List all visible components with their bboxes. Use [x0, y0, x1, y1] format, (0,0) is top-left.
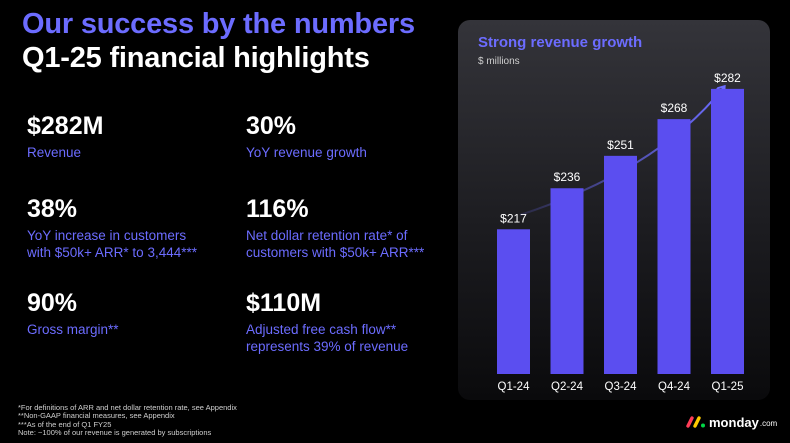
- footnote: ***As of the end of Q1 FY25: [18, 419, 112, 429]
- metric-customers-increase: 38% YoY increase in customers with $50k+ …: [27, 195, 197, 261]
- metric-description: YoY increase in customers with $50k+ ARR*…: [27, 228, 197, 260]
- logo-suffix: .com: [759, 419, 778, 428]
- page-subtitle: Q1-25 financial highlights: [22, 42, 370, 74]
- data-label: $217: [500, 211, 527, 225]
- data-label: $268: [661, 101, 688, 115]
- metric-yoy-growth: 30% YoY revenue growth: [246, 112, 367, 161]
- metric-value: 30%: [246, 112, 297, 140]
- metric-value: $110M: [246, 289, 322, 317]
- bar-q2-24: [550, 188, 584, 374]
- bar-q3-24: [604, 155, 637, 374]
- monday-logo: monday .com: [686, 412, 777, 432]
- revenue-bar-chart: $217 Q1-24 $236 Q2-24 $251 Q3-24 $268 Q4-24 $282…: [497, 71, 744, 393]
- x-tick-label: Q3-24: [605, 381, 638, 393]
- bar-q1-25: [711, 88, 744, 374]
- metric-free-cash-flow: $110M Adjusted free cash flow** represent…: [246, 289, 408, 355]
- data-label: $251: [607, 138, 634, 152]
- logo-text: monday: [709, 414, 759, 430]
- chart-panel: Strong revenue growth $ millions $217 Q1-…: [458, 20, 770, 400]
- metric-description: Adjusted free cash flow** represents 39% …: [246, 322, 409, 354]
- chart-subtitle: $ millions: [478, 56, 520, 67]
- x-tick-label: Q2-24: [551, 381, 584, 393]
- metric-revenue: $282M Revenue: [27, 112, 103, 161]
- monday-logo-icon: [686, 416, 705, 428]
- metric-description: Gross margin**: [27, 322, 119, 337]
- bar-q4-24: [657, 119, 691, 375]
- footnote: *For definitions of ARR and net dollar r…: [18, 403, 237, 412]
- bar-q1-24: [497, 229, 530, 374]
- metric-gross-margin: 90% Gross margin**: [27, 289, 119, 338]
- metric-value: 38%: [27, 195, 78, 223]
- metric-description: Net dollar retention rate* of customers w…: [246, 228, 425, 260]
- footnote: Note: ~100% of our revenue is generated …: [18, 428, 212, 438]
- footnotes: *For definitions of ARR and net dollar r…: [18, 403, 237, 438]
- data-label: $236: [554, 170, 581, 184]
- metric-value: 116%: [246, 195, 309, 223]
- metric-description: YoY revenue growth: [246, 145, 367, 160]
- metric-net-retention: 116% Net dollar retention rate* of custom…: [246, 195, 424, 261]
- metric-value: $282M: [27, 112, 104, 140]
- chart-title: Strong revenue growth: [478, 34, 643, 51]
- page-title: Our success by the numbers: [22, 8, 415, 40]
- footnote: **Non-GAAP financial measures, see Appen…: [18, 411, 175, 421]
- x-tick-label: Q1-24: [498, 381, 531, 393]
- metric-value: 90%: [27, 289, 78, 317]
- data-label: $282: [714, 71, 741, 85]
- x-tick-label: Q4-24: [658, 381, 691, 393]
- x-tick-label: Q1-25: [712, 381, 744, 393]
- metric-description: Revenue: [27, 145, 82, 160]
